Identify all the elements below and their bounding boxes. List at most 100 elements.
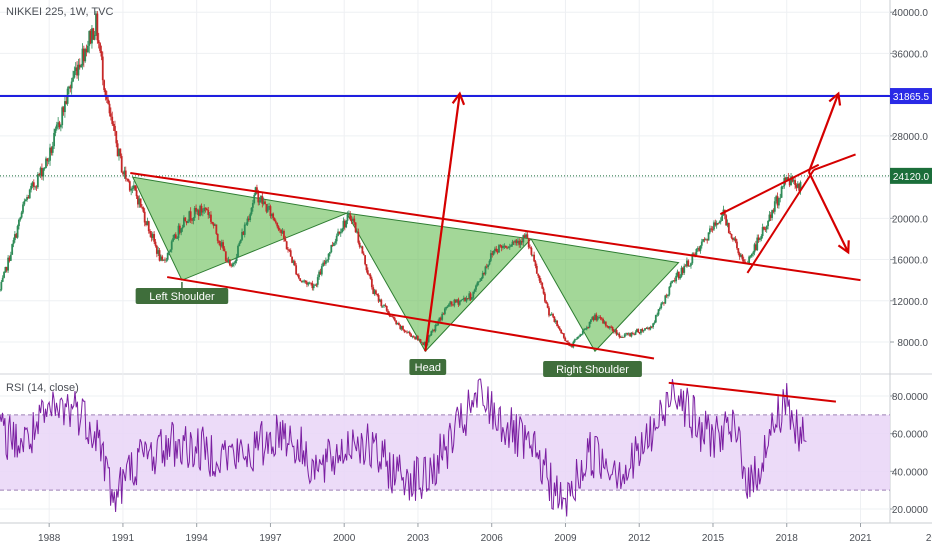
price-candle-body	[352, 218, 354, 221]
price-candle-body	[541, 282, 544, 289]
price-candle-body	[81, 48, 84, 66]
price-candle-body	[598, 316, 600, 318]
price-candle-body	[306, 282, 308, 285]
price-candle-body	[577, 336, 580, 338]
price-candle-body	[235, 256, 238, 262]
price-tick-label: 20000.0	[892, 214, 929, 225]
price-candle-body	[650, 326, 653, 328]
price-candle-body	[460, 300, 463, 301]
time-tick-label: 2006	[481, 533, 504, 544]
price-candle-body	[507, 247, 510, 249]
price-candle-body	[135, 190, 138, 197]
price-candle-body	[737, 248, 740, 254]
price-candle-body	[769, 214, 772, 218]
price-candle-body	[423, 341, 426, 345]
price-candle-body	[12, 240, 15, 245]
price-candle-body	[119, 148, 122, 157]
price-candle-body	[285, 241, 288, 250]
price-candle-body	[499, 245, 502, 247]
price-candle-body	[663, 302, 665, 304]
price-candle-body	[530, 247, 533, 255]
price-candle-body	[354, 222, 357, 233]
symbol-legend[interactable]: NIKKEI 225, 1W, TVC	[6, 6, 114, 18]
price-candle-body	[514, 240, 517, 243]
price-candle-body	[546, 303, 549, 308]
price-candle-body	[627, 333, 630, 335]
price-candle-body	[54, 128, 57, 133]
price-candle-body	[458, 300, 461, 305]
price-candle-body	[128, 181, 131, 191]
price-candle-body	[311, 283, 314, 289]
price-candle-body	[756, 237, 759, 251]
price-candle-body	[706, 239, 709, 241]
price-candle-body	[671, 280, 673, 283]
price-candle-body	[468, 293, 471, 299]
price-candle-body	[375, 290, 377, 294]
price-candle-body	[283, 230, 285, 239]
price-candle-body	[608, 326, 611, 329]
price-candle-body	[576, 337, 579, 339]
price-candle-body	[599, 316, 602, 319]
price-candle-body	[101, 56, 104, 81]
price-candle-body	[492, 250, 495, 255]
price-candle-body	[629, 333, 632, 337]
price-candle-body	[185, 221, 188, 224]
price-candle-body	[688, 265, 691, 267]
price-candle-body	[404, 331, 407, 333]
price-candle-body	[207, 210, 210, 215]
price-candle-body	[208, 214, 211, 216]
price-candle-body	[300, 280, 303, 282]
price-candle-body	[224, 251, 227, 261]
price-candle-body	[231, 264, 234, 266]
price-candle-body	[786, 177, 788, 180]
price-candle-body	[30, 185, 33, 190]
rsi-tick-label: 20.0000	[892, 505, 929, 516]
price-candle-body	[88, 31, 91, 46]
price-candle-body	[430, 331, 433, 336]
price-candle-body	[70, 81, 73, 89]
price-candle-body	[268, 206, 270, 207]
price-candle-body	[465, 298, 468, 302]
price-candle-body	[65, 101, 68, 104]
price-candle-body	[419, 339, 422, 343]
price-candle-body	[184, 217, 187, 222]
price-candle-body	[446, 306, 449, 308]
price-candle-body	[222, 242, 225, 249]
price-candle-body	[331, 245, 334, 246]
price-candle-body	[115, 131, 118, 144]
rsi-legend[interactable]: RSI (14, close)	[6, 382, 79, 394]
breakdown-arrow-head	[837, 240, 850, 255]
pattern-triangle	[530, 238, 680, 353]
lower-channel-line	[167, 276, 655, 360]
price-candle-body	[279, 229, 281, 231]
rsi-pane[interactable]	[0, 378, 890, 517]
price-pane[interactable]: Left Shoulder Head Right Shoulder	[0, 11, 890, 377]
price-candle-body	[529, 247, 531, 249]
price-candle-body	[324, 260, 327, 264]
price-candle-body	[453, 299, 456, 306]
price-candle-body	[58, 122, 61, 128]
price-candle-body	[243, 224, 246, 235]
price-candle-body	[485, 266, 488, 268]
price-candle-body	[665, 295, 668, 297]
price-candle-body	[183, 217, 185, 228]
last-price-badge-bg	[890, 167, 932, 184]
price-candle-body	[600, 318, 603, 320]
price-candle-body	[709, 228, 711, 233]
price-candle-body	[679, 276, 682, 279]
price-candle-body	[431, 330, 434, 332]
head-label: Head	[415, 362, 441, 374]
price-candle-body	[51, 146, 54, 153]
price-candle-body	[675, 275, 678, 282]
price-candle-body	[269, 206, 272, 217]
price-candle-body	[138, 198, 141, 205]
rsi-line	[0, 378, 807, 517]
price-candle-body	[264, 201, 266, 205]
price-candle-body	[784, 177, 787, 180]
price-candle-body	[385, 306, 388, 311]
price-candle-body	[391, 315, 394, 317]
price-candle-body	[366, 270, 369, 275]
price-candle-body	[59, 125, 62, 128]
price-candle-body	[484, 266, 487, 275]
price-candle-body	[472, 291, 475, 298]
